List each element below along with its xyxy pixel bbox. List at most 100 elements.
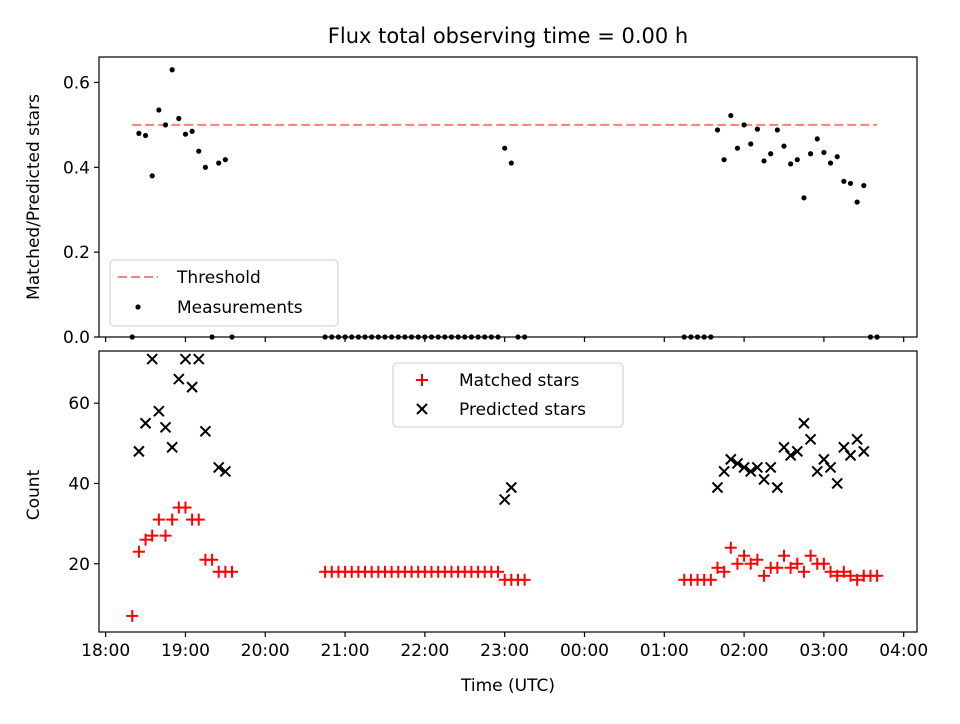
matched-stars-point [179, 501, 192, 514]
legend-matched-swatch [416, 374, 428, 386]
measurement-point [708, 334, 714, 340]
measurement-point [482, 334, 488, 340]
bottom-legend: Matched stars Predicted stars [392, 362, 624, 428]
predicted-stars-point [791, 445, 803, 458]
predicted-stars-point [498, 493, 511, 506]
predicted-stars-point [858, 445, 870, 458]
predicted-stars-point [824, 461, 837, 474]
measurement-point [196, 148, 202, 154]
top-y-axis-label: Matched/Predicted stars [24, 94, 44, 300]
matched-stars-point [831, 569, 844, 582]
measurement-point [748, 141, 754, 147]
measurement-point [867, 334, 874, 340]
measurement-point [415, 334, 421, 340]
predicted-stars-point [771, 481, 784, 494]
measurement-point [508, 160, 514, 166]
measurement-point [375, 334, 381, 340]
matched-stars-point [751, 553, 764, 566]
matched-stars-point [804, 549, 817, 562]
matched-stars-point [126, 609, 139, 622]
matched-stars-point [851, 573, 864, 586]
bottom-plot-area: 18:00 19:00 20:00 21:00 22:00 23:00 00:00 01:00… [68, 350, 928, 661]
x-tick-label: 21:00 [321, 641, 370, 661]
measurement-point [694, 334, 701, 340]
chart-title: Flux total observing time = 0.00 h [328, 24, 688, 48]
measurement-point [149, 173, 155, 179]
measurement-point [395, 334, 401, 340]
measurement-point [515, 334, 521, 340]
measurement-point [335, 334, 342, 340]
measurement-point [156, 107, 162, 113]
matched-stars-point [784, 561, 797, 574]
x-tick-label: 01:00 [640, 641, 689, 661]
matched-stars-point [791, 557, 804, 570]
predicted-stars-point [166, 441, 178, 454]
measurement-point [182, 131, 189, 137]
matched-stars-point [159, 529, 172, 542]
top-y-tick-label: 0.2 [63, 243, 90, 263]
predicted-stars-point [764, 461, 777, 474]
matched-stars-point [152, 513, 165, 526]
predicted-stars-point [718, 465, 730, 478]
predicted-stars-point [146, 353, 158, 365]
measurement-point [322, 334, 328, 340]
measurement-point [402, 334, 408, 340]
x-tick-label: 18:00 [81, 641, 130, 661]
measurement-point [714, 127, 721, 133]
legend-predicted-label: Predicted stars [459, 400, 586, 420]
measurement-point [442, 334, 448, 340]
measurement-point [209, 334, 215, 340]
measurement-point [355, 334, 361, 340]
predicted-stars-point [831, 477, 843, 490]
predicted-stars-point [784, 449, 797, 462]
measurement-point [202, 164, 209, 170]
measurement-point [495, 334, 501, 340]
measurement-point [502, 145, 508, 151]
x-tick-label: 19:00 [161, 641, 210, 661]
measurement-point [468, 334, 475, 340]
predicted-stars-point [179, 353, 192, 365]
bottom-y-tick-label: 40 [68, 474, 90, 494]
measurement-point [734, 145, 741, 151]
measurement-point [382, 334, 388, 340]
predicted-stars-point [159, 421, 172, 433]
top-plot-area: 0.0 0.2 0.4 0.6 [63, 56, 918, 348]
matched-stars-point [166, 513, 179, 526]
measurement-point [475, 334, 481, 340]
predicted-stars-point [844, 449, 857, 462]
top-legend-box [109, 259, 339, 327]
top-legend: Threshold Measurements [109, 259, 339, 327]
measurement-point [342, 334, 348, 340]
x-tick-label: 20:00 [241, 641, 290, 661]
measurement-point [827, 160, 834, 166]
measurement-point [761, 158, 767, 164]
measurement-point [428, 334, 435, 340]
measurement-point [701, 334, 707, 340]
predicted-stars-point [133, 445, 145, 458]
measurement-point [349, 334, 355, 340]
predicted-stars-point [851, 433, 863, 446]
matched-stars-point [724, 541, 737, 554]
predicted-stars-point [804, 433, 817, 446]
x-tick-label: 00:00 [560, 641, 609, 661]
matched-stars-point [817, 557, 830, 570]
legend-threshold-label: Threshold [176, 268, 261, 288]
measurement-point [229, 334, 235, 340]
matched-stars-point [206, 553, 219, 566]
measurement-point [435, 334, 441, 340]
bottom-legend-box [392, 362, 624, 428]
measurement-point [814, 136, 820, 142]
predicted-stars-point [751, 461, 764, 474]
matched-stars-point [844, 569, 857, 582]
measurement-point [754, 126, 760, 132]
measurement-point [741, 122, 747, 128]
measurement-point [448, 334, 455, 340]
matched-stars-point [731, 557, 744, 570]
predicted-stars-point [745, 465, 757, 478]
predicted-stars-point [725, 453, 737, 466]
predicted-stars-point [505, 481, 518, 494]
top-y-tick-label: 0.4 [63, 158, 90, 178]
